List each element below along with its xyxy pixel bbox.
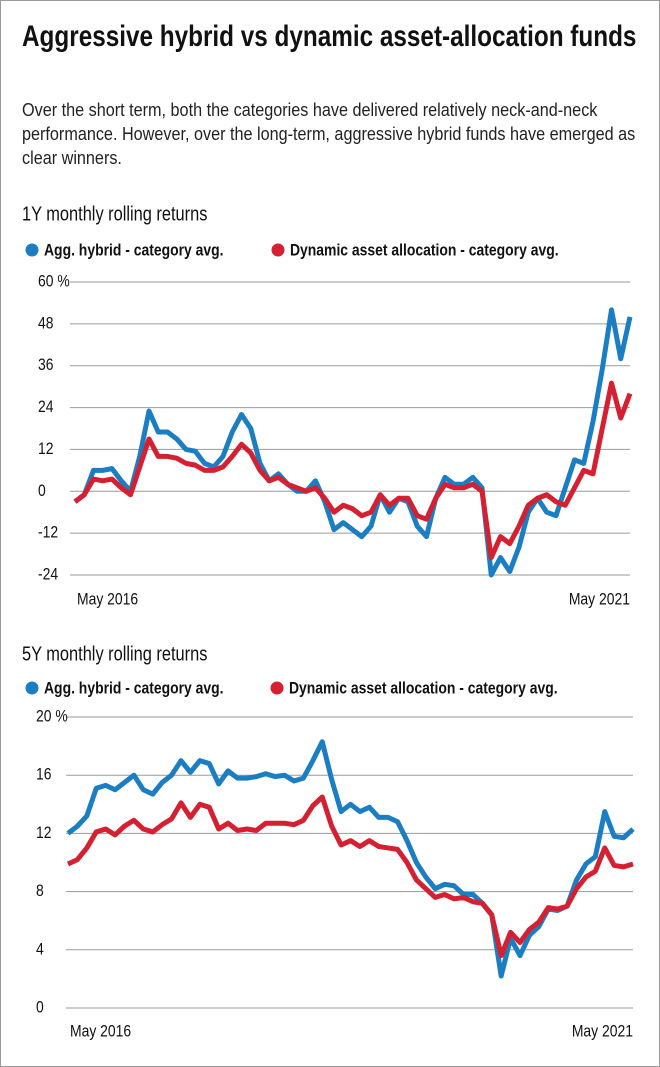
y-tick-label: 12	[36, 824, 51, 843]
legend-label: Agg. hybrid - category avg.	[44, 679, 224, 698]
x-tick-label: May 2016	[77, 590, 138, 609]
y-tick-label: 0	[38, 482, 46, 501]
series-line	[73, 380, 633, 561]
y-tick-label: 4	[36, 940, 44, 959]
y-tick-label: 16	[36, 765, 51, 784]
legend-marker	[25, 681, 39, 695]
chart-title: 1Y monthly rolling returns	[22, 202, 207, 225]
y-tick-label: 20 %	[36, 707, 68, 726]
y-tick-label: 24	[38, 398, 54, 417]
series-line	[73, 307, 633, 578]
y-tick-label: 48	[38, 314, 53, 333]
chart-title: 5Y monthly rolling returns	[22, 642, 207, 665]
title: Aggressive hybrid vs dynamic asset-alloc…	[22, 20, 637, 53]
subtitle: Over the short term, both the categories…	[22, 100, 636, 168]
legend-marker	[271, 243, 285, 257]
x-tick-label: May 2021	[569, 590, 630, 609]
legend-label: Agg. hybrid - category avg.	[44, 241, 224, 260]
x-tick-label: May 2021	[572, 1022, 633, 1041]
y-tick-label: 0	[36, 998, 44, 1017]
legend-marker	[25, 243, 39, 257]
series-line	[66, 739, 635, 979]
y-tick-label: 60 %	[38, 272, 70, 291]
y-tick-label: 8	[36, 882, 44, 901]
y-tick-label: -24	[38, 565, 58, 584]
series-line	[66, 794, 634, 959]
legend-label: Dynamic asset allocation - category avg.	[289, 679, 558, 698]
y-tick-label: 12	[38, 440, 53, 459]
legend-marker	[270, 681, 284, 695]
legend-label: Dynamic asset allocation - category avg.	[290, 241, 559, 260]
x-tick-label: May 2016	[70, 1022, 131, 1041]
y-tick-label: 36	[38, 356, 53, 375]
y-tick-label: -12	[38, 523, 58, 542]
